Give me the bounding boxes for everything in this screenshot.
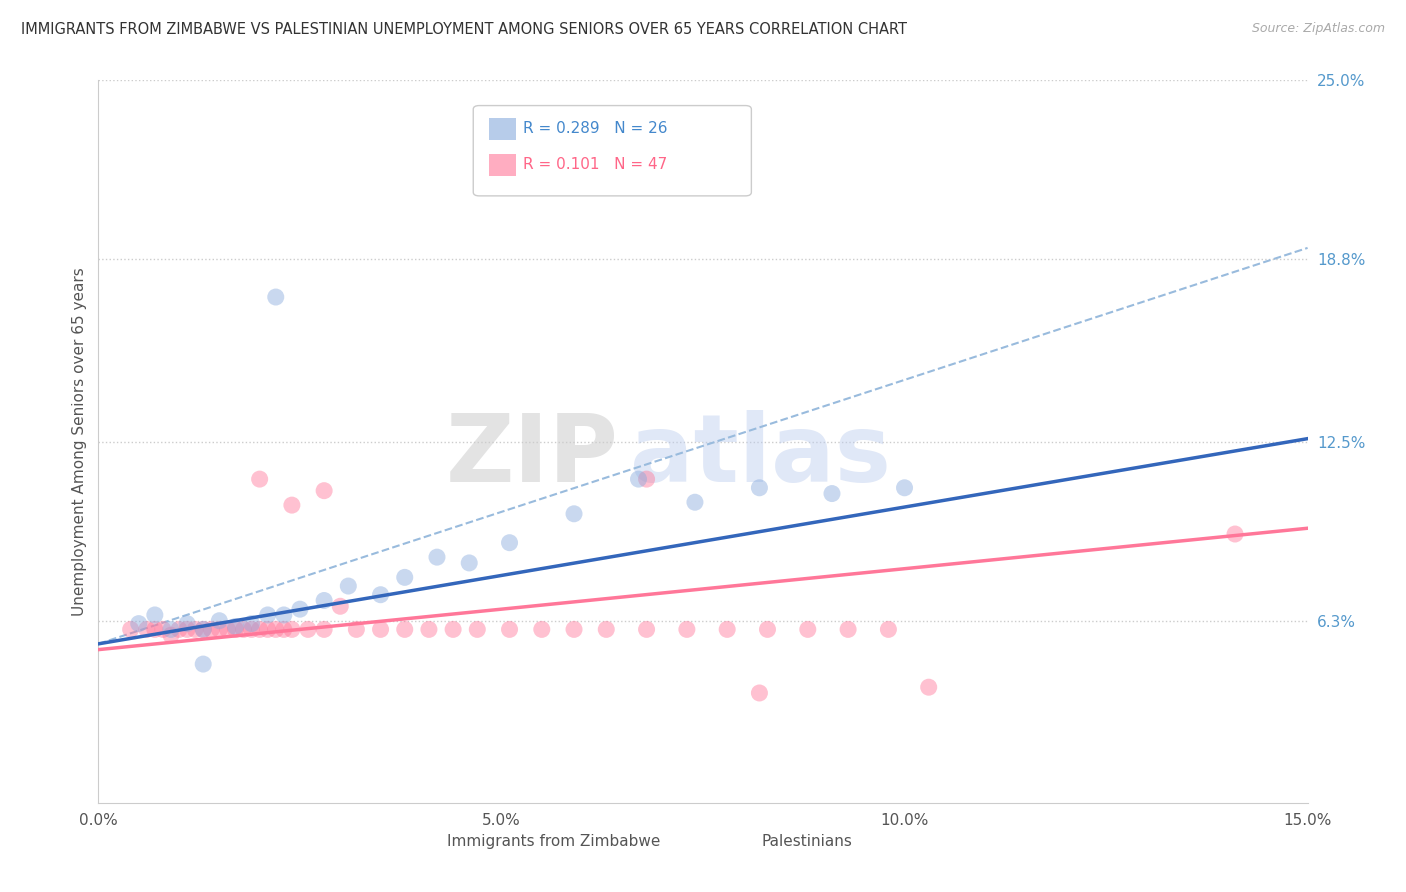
Point	[918, 680, 941, 694]
Point	[1223, 527, 1246, 541]
Point	[627, 472, 650, 486]
Point	[458, 556, 481, 570]
Point	[337, 579, 360, 593]
Text: R = 0.101   N = 47: R = 0.101 N = 47	[523, 157, 666, 172]
Point	[394, 623, 416, 637]
Point	[273, 623, 295, 637]
Y-axis label: Unemployment Among Seniors over 65 years: Unemployment Among Seniors over 65 years	[72, 268, 87, 615]
Point	[256, 623, 278, 637]
Point	[562, 623, 585, 637]
Point	[264, 623, 287, 637]
Point	[128, 616, 150, 631]
Point	[152, 623, 174, 637]
Point	[877, 623, 900, 637]
Point	[135, 623, 157, 637]
Point	[370, 588, 392, 602]
Point	[240, 616, 263, 631]
Point	[249, 472, 271, 486]
Point	[217, 623, 239, 637]
Text: atlas: atlas	[630, 410, 891, 502]
Point	[716, 623, 738, 637]
Point	[676, 623, 699, 637]
Point	[256, 607, 278, 622]
Point	[314, 623, 336, 637]
Text: R = 0.289   N = 26: R = 0.289 N = 26	[523, 121, 668, 136]
Point	[232, 623, 254, 637]
Text: IMMIGRANTS FROM ZIMBABWE VS PALESTINIAN UNEMPLOYMENT AMONG SENIORS OVER 65 YEARS: IMMIGRANTS FROM ZIMBABWE VS PALESTINIAN …	[21, 22, 907, 37]
Point	[797, 623, 820, 637]
Point	[176, 616, 198, 631]
Point	[893, 481, 915, 495]
Text: ZIP: ZIP	[446, 410, 619, 502]
Point	[193, 623, 215, 637]
FancyBboxPatch shape	[489, 118, 516, 139]
Point	[441, 623, 464, 637]
Point	[344, 623, 367, 637]
Point	[683, 495, 706, 509]
Point	[224, 623, 246, 637]
Text: Immigrants from Zimbabwe: Immigrants from Zimbabwe	[447, 834, 659, 849]
Point	[562, 507, 585, 521]
Point	[498, 535, 520, 549]
Point	[208, 623, 231, 637]
Point	[748, 481, 770, 495]
Point	[314, 593, 336, 607]
Text: Source: ZipAtlas.com: Source: ZipAtlas.com	[1251, 22, 1385, 36]
Point	[167, 623, 190, 637]
FancyBboxPatch shape	[413, 831, 440, 852]
Point	[176, 623, 198, 637]
Point	[530, 623, 553, 637]
Point	[281, 498, 304, 512]
Point	[498, 623, 520, 637]
FancyBboxPatch shape	[489, 154, 516, 176]
Point	[160, 628, 183, 642]
Point	[240, 623, 263, 637]
Point	[636, 472, 658, 486]
Point	[329, 599, 352, 614]
FancyBboxPatch shape	[727, 831, 754, 852]
Point	[193, 623, 215, 637]
FancyBboxPatch shape	[474, 105, 751, 196]
Point	[208, 614, 231, 628]
Point	[120, 623, 142, 637]
Point	[426, 550, 449, 565]
Point	[821, 486, 844, 500]
Point	[200, 623, 222, 637]
Point	[297, 623, 319, 637]
Point	[370, 623, 392, 637]
Point	[264, 290, 287, 304]
Point	[748, 686, 770, 700]
Point	[281, 623, 304, 637]
Point	[465, 623, 488, 637]
Point	[394, 570, 416, 584]
Point	[273, 607, 295, 622]
Point	[837, 623, 859, 637]
Point	[143, 607, 166, 622]
Point	[418, 623, 440, 637]
Point	[636, 623, 658, 637]
Point	[184, 623, 207, 637]
Point	[314, 483, 336, 498]
Point	[249, 623, 271, 637]
Point	[160, 623, 183, 637]
Point	[756, 623, 779, 637]
Point	[288, 602, 311, 616]
Point	[143, 623, 166, 637]
Point	[224, 619, 246, 633]
Point	[193, 657, 215, 671]
Text: Palestinians: Palestinians	[761, 834, 852, 849]
Point	[595, 623, 617, 637]
